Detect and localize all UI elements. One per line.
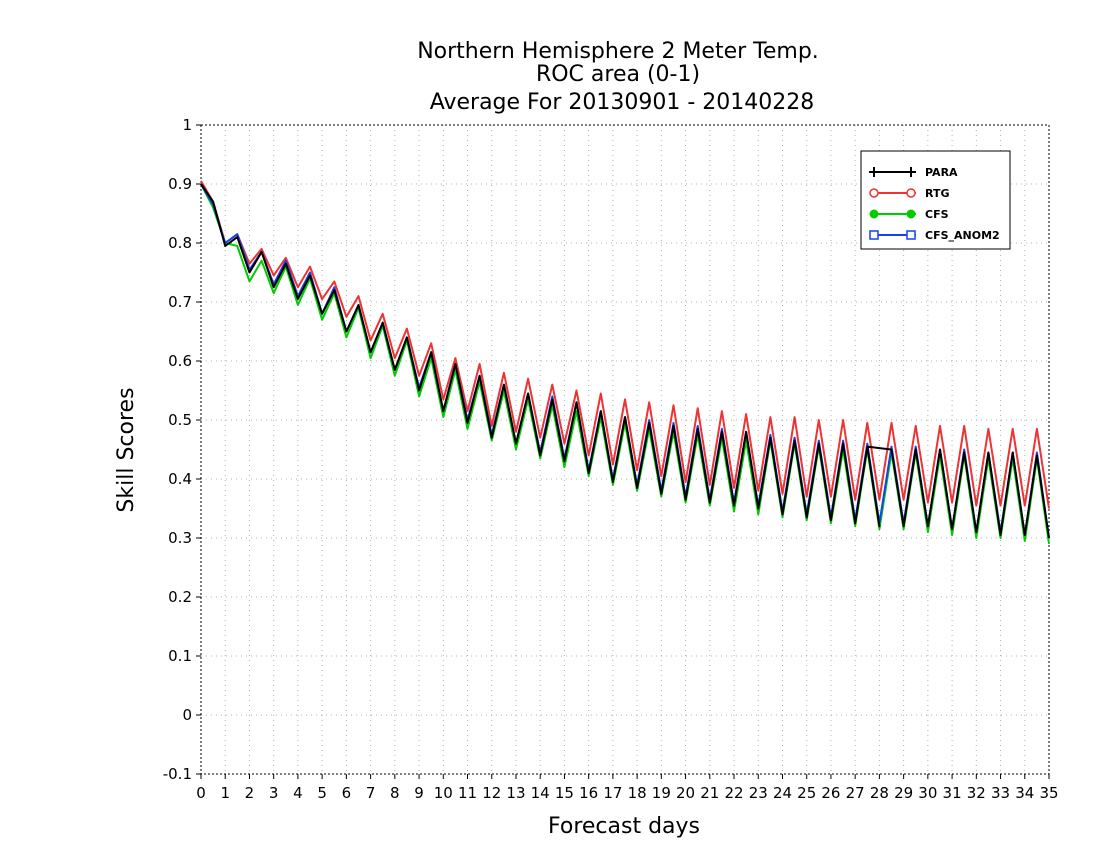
y-tick-label: 0 [182, 706, 192, 724]
y-tick-label: 0.1 [168, 647, 192, 665]
y-tick-label: 0.3 [168, 529, 192, 547]
x-tick-label: 11 [458, 784, 477, 802]
legend-marker [869, 209, 879, 219]
x-tick-label: 29 [894, 784, 913, 802]
x-tick-label: 22 [724, 784, 743, 802]
x-tick-label: 5 [317, 784, 327, 802]
y-tick-label: 0.9 [168, 175, 192, 193]
grid [201, 125, 1049, 774]
chart-title-line-1: Northern Hemisphere 2 Meter Temp. [417, 39, 819, 64]
chart-title-line-3: Average For 20130901 - 20140228 [430, 90, 815, 115]
x-tick-label: 24 [773, 784, 792, 802]
legend-marker [906, 167, 916, 177]
x-tick-label: 18 [628, 784, 647, 802]
plot-frame [200, 124, 1050, 775]
x-tick-label: 20 [676, 784, 695, 802]
x-tick-label: 30 [918, 784, 937, 802]
legend-entry-cfs-anom2: CFS_ANOM2 [869, 229, 1000, 242]
legend-label: RTG [925, 187, 950, 200]
x-tick-label: 21 [700, 784, 719, 802]
legend-box [860, 150, 1011, 250]
y-tick-label: 1 [182, 116, 192, 134]
x-tick-label: 33 [991, 784, 1010, 802]
x-tick-label: 4 [293, 784, 303, 802]
y-axis-label: Skill Scores [114, 387, 139, 512]
x-tick-label: 27 [846, 784, 865, 802]
x-tick-label: 2 [245, 784, 255, 802]
x-tick-label: 16 [579, 784, 598, 802]
x-tick-label: 15 [555, 784, 574, 802]
legend-marker [906, 230, 916, 240]
y-tick-label: 0.6 [168, 352, 192, 370]
y-tick-label: -0.1 [163, 765, 192, 783]
legend-marker [906, 188, 916, 198]
series-group [200, 180, 1050, 545]
legend-label: CFS [925, 208, 949, 221]
y-tick-label: 0.7 [168, 293, 192, 311]
x-tick-label: 3 [269, 784, 279, 802]
x-tick-label: 10 [434, 784, 453, 802]
x-tick-label: 17 [603, 784, 622, 802]
legend-label: CFS_ANOM2 [925, 229, 1000, 242]
series-line-para [200, 183, 1050, 539]
x-tick-label: 31 [943, 784, 962, 802]
legend-entry-para: PARA [869, 166, 958, 179]
y-tick-label: 0.4 [168, 470, 192, 488]
x-tick-label: 25 [797, 784, 816, 802]
y-tick-label: 0.8 [168, 234, 192, 252]
x-tick-label: 34 [1015, 784, 1034, 802]
x-tick-label: 12 [482, 784, 501, 802]
series-line-rtg [200, 180, 1050, 509]
axes: -0.100.10.20.30.40.50.60.70.80.910 1 2 3 4 5 6… [163, 116, 1059, 802]
x-tick-label: 1 [220, 784, 230, 802]
x-tick-label: 19 [652, 784, 671, 802]
x-tick-label: 26 [821, 784, 840, 802]
legend-marker [869, 188, 879, 198]
legend-entry-rtg: RTG [869, 187, 950, 200]
x-tick-label: 13 [506, 784, 525, 802]
x-tick-label: 28 [870, 784, 889, 802]
legend-label: PARA [925, 166, 958, 179]
x-tick-label: 23 [749, 784, 768, 802]
legend-marker [869, 167, 879, 177]
legend: PARA RTG CFS CFS_ANOM2 [860, 150, 1011, 250]
y-tick-label: 0.5 [168, 411, 192, 429]
legend-marker [869, 230, 879, 240]
x-tick-label: 14 [531, 784, 550, 802]
chart-title: Northern Hemisphere 2 Meter Temp. ROC ar… [417, 39, 819, 115]
x-tick-label: 6 [342, 784, 352, 802]
x-tick-label: 8 [390, 784, 400, 802]
x-tick-label: 9 [414, 784, 424, 802]
y-tick-label: 0.2 [168, 588, 192, 606]
legend-entry-cfs: CFS [869, 208, 949, 221]
x-axis-label: Forecast days [548, 814, 700, 839]
x-tick-label: 32 [967, 784, 986, 802]
legend-marker [906, 209, 916, 219]
x-tick-label: 0 [196, 784, 206, 802]
x-tick-label: 35 [1039, 784, 1058, 802]
x-tick-label: 7 [366, 784, 376, 802]
chart-title-line-2: ROC area (0-1) [536, 62, 700, 87]
